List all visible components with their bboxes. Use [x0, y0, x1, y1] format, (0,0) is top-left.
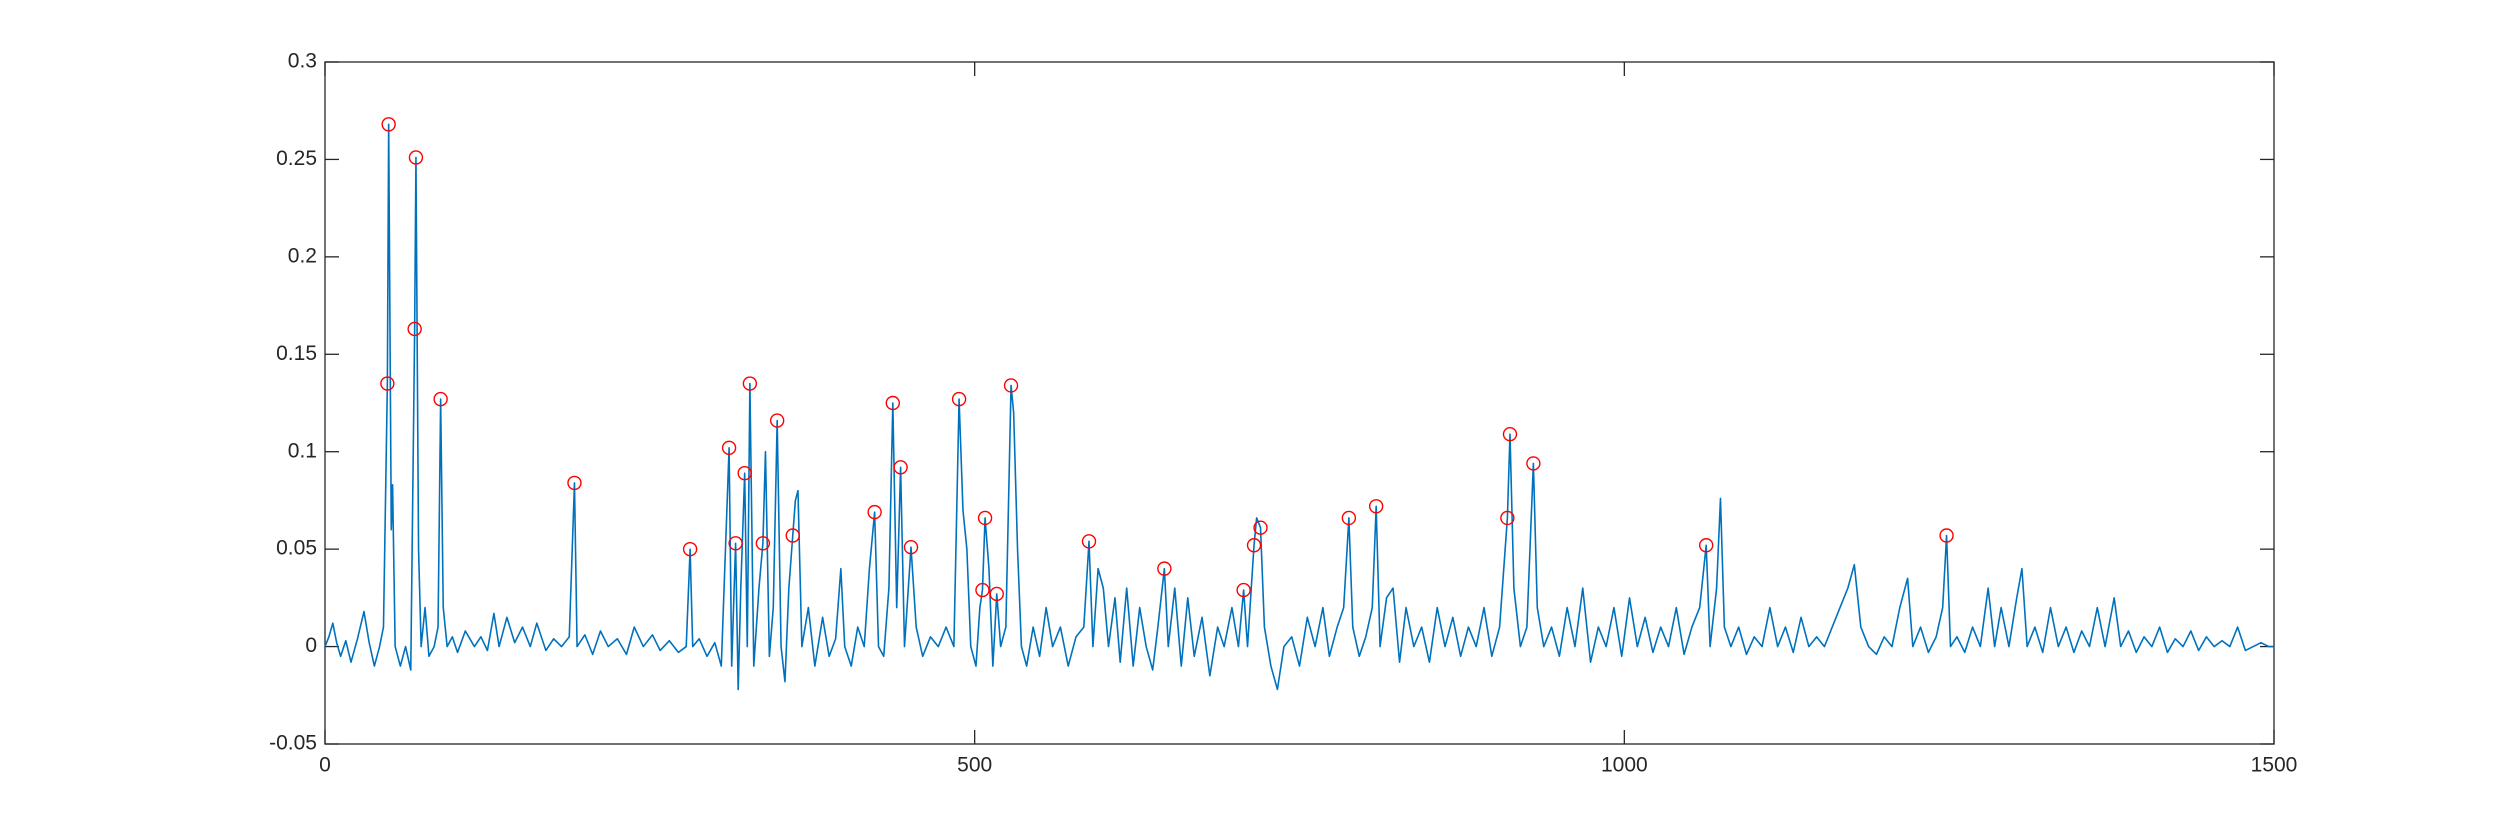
peak-marker: [742, 376, 758, 391]
peak-marker: [903, 539, 919, 555]
y-tick-label: 0.3: [288, 50, 317, 73]
peak-marker: [1698, 538, 1714, 553]
peak-marker: [682, 541, 698, 557]
peak-marker: [867, 504, 882, 520]
peak-marker: [1500, 510, 1515, 526]
peak-marker: [737, 465, 752, 481]
peak-marker: [381, 117, 396, 132]
x-tick-label: 1500: [2251, 754, 2298, 777]
peak-marker: [1341, 510, 1357, 526]
y-tick-label: 0.2: [288, 244, 317, 267]
peak-marker: [977, 510, 993, 526]
peak-marker: [885, 395, 901, 411]
y-tick-label: 0.1: [288, 439, 317, 462]
y-tick-label: 0: [305, 634, 317, 657]
peak-marker: [728, 536, 743, 551]
peak-marker: [1526, 456, 1541, 471]
x-tick-label: 1000: [1601, 754, 1648, 777]
peak-marker: [989, 586, 1004, 602]
y-tick-label: 0.25: [276, 147, 317, 170]
peak-marker: [433, 391, 448, 407]
peak-marker: [975, 582, 990, 598]
peak-marker: [1502, 426, 1518, 442]
peak-marker: [785, 528, 800, 543]
peak-marker: [769, 413, 785, 428]
peak-marker: [380, 376, 395, 391]
x-tick-label: 500: [957, 754, 992, 777]
y-tick-label: -0.05: [269, 732, 317, 755]
peak-marker: [1939, 528, 1954, 543]
signal-line: [324, 123, 2274, 691]
peak-marker: [1236, 582, 1251, 598]
peak-marker: [951, 391, 967, 407]
y-tick-label: 0.05: [276, 537, 317, 560]
peak-marker: [1253, 520, 1268, 535]
peak-marker: [567, 475, 582, 491]
peak-marker: [1003, 378, 1019, 393]
peak-marker: [1246, 538, 1262, 553]
x-tick-label: 0: [319, 754, 331, 777]
peak-marker: [407, 321, 422, 337]
peak-marker: [755, 536, 771, 551]
y-tick-label: 0.15: [276, 342, 317, 365]
peak-marker: [1081, 534, 1097, 549]
peak-marker: [1157, 561, 1172, 576]
peak-marker: [893, 460, 908, 475]
peak-marker: [1368, 499, 1384, 514]
peak-marker: [408, 150, 424, 165]
peak-marker: [721, 440, 737, 456]
